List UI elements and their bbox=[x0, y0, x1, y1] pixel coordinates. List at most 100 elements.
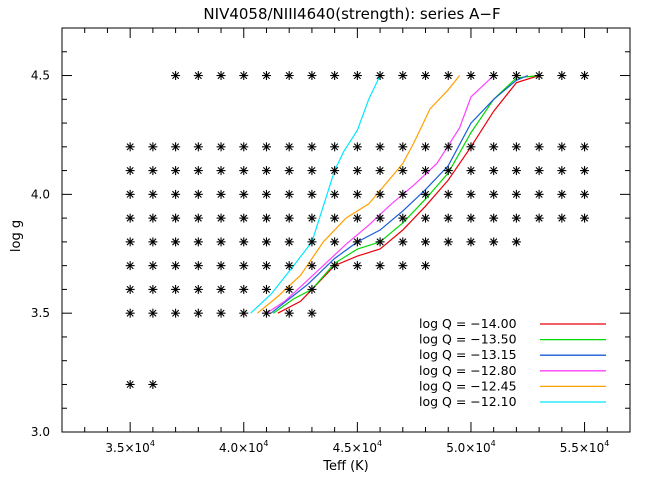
grid-point-marker bbox=[125, 142, 135, 152]
marker-stroke bbox=[149, 167, 157, 175]
series-line bbox=[257, 75, 461, 314]
chart-title: NIV4058/NIII4640(strength): series A−F bbox=[203, 5, 500, 23]
grid-point-marker bbox=[193, 261, 203, 271]
grid-point-marker bbox=[534, 71, 544, 81]
grid-point-marker bbox=[284, 166, 294, 176]
marker-stroke bbox=[126, 380, 134, 389]
y-axis-label: log g bbox=[9, 220, 24, 252]
marker-stroke bbox=[467, 238, 475, 246]
grid-point-marker bbox=[375, 261, 385, 271]
marker-stroke bbox=[262, 71, 271, 80]
grid-point-marker bbox=[466, 189, 476, 199]
marker-stroke bbox=[217, 167, 225, 175]
grid-point-marker bbox=[511, 237, 521, 247]
grid-point-marker bbox=[125, 189, 135, 199]
grid-point-marker bbox=[148, 189, 158, 199]
marker-stroke bbox=[308, 262, 316, 270]
x-tick-exponent: 4 bbox=[491, 439, 496, 448]
grid-point-marker bbox=[171, 142, 181, 152]
marker-stroke bbox=[558, 214, 566, 222]
grid-point-marker bbox=[421, 213, 431, 223]
marker-stroke bbox=[535, 143, 543, 151]
grid-point-marker bbox=[511, 71, 521, 81]
grid-point-marker bbox=[534, 166, 544, 176]
marker-stroke bbox=[331, 238, 339, 246]
marker-stroke bbox=[399, 167, 407, 175]
marker-stroke bbox=[285, 71, 293, 80]
marker-stroke bbox=[172, 71, 180, 80]
x-tick-label: 5.5×104 bbox=[560, 439, 610, 455]
marker-stroke bbox=[172, 167, 180, 175]
grid-point-marker bbox=[148, 166, 158, 176]
marker-stroke bbox=[240, 167, 248, 175]
grid-point-marker bbox=[261, 261, 271, 271]
grid-point-marker bbox=[398, 261, 408, 271]
marker-stroke bbox=[126, 238, 134, 246]
marker-stroke bbox=[580, 214, 589, 222]
grid-point-marker bbox=[511, 166, 521, 176]
grid-point-marker bbox=[489, 71, 499, 81]
grid-point-marker bbox=[330, 189, 340, 199]
marker-stroke bbox=[194, 190, 202, 198]
grid-point-marker bbox=[352, 142, 362, 152]
marker-stroke bbox=[194, 71, 202, 80]
grid-point-marker bbox=[307, 237, 317, 247]
grid-point-marker bbox=[398, 237, 408, 247]
marker-stroke bbox=[467, 167, 475, 175]
grid-point-marker bbox=[216, 261, 226, 271]
marker-stroke bbox=[444, 143, 452, 151]
marker-stroke bbox=[512, 214, 520, 222]
marker-stroke bbox=[217, 309, 225, 317]
grid-point-marker bbox=[239, 308, 249, 318]
grid-point-marker bbox=[216, 237, 226, 247]
marker-stroke bbox=[535, 214, 543, 222]
grid-point-marker bbox=[125, 261, 135, 271]
grid-point-marker bbox=[171, 261, 181, 271]
marker-stroke bbox=[240, 143, 248, 151]
grid-point-marker bbox=[330, 142, 340, 152]
grid-point-marker bbox=[148, 213, 158, 223]
marker-stroke bbox=[558, 71, 566, 80]
marker-stroke bbox=[285, 262, 293, 270]
marker-stroke bbox=[217, 71, 225, 80]
grid-point-marker bbox=[125, 237, 135, 247]
marker-stroke bbox=[490, 238, 498, 246]
marker-stroke bbox=[376, 71, 384, 80]
x-tick-label: 4.0×104 bbox=[219, 439, 269, 455]
x-tick-label: 3.5×104 bbox=[105, 439, 155, 455]
marker-stroke bbox=[217, 285, 225, 293]
grid-point-marker bbox=[489, 166, 499, 176]
marker-stroke bbox=[126, 167, 134, 175]
marker-stroke bbox=[149, 143, 157, 151]
marker-stroke bbox=[512, 71, 520, 80]
grid-point-marker bbox=[193, 213, 203, 223]
grid-point-marker bbox=[443, 166, 453, 176]
marker-stroke bbox=[217, 262, 225, 270]
grid-point-marker bbox=[216, 166, 226, 176]
marker-stroke bbox=[217, 143, 225, 151]
grid-point-marker bbox=[216, 71, 226, 81]
grid-point-marker bbox=[307, 308, 317, 318]
grid-point-marker bbox=[193, 308, 203, 318]
grid-point-marker bbox=[466, 142, 476, 152]
marker-stroke bbox=[262, 285, 271, 293]
grid-point-marker bbox=[216, 142, 226, 152]
grid-point-marker bbox=[443, 237, 453, 247]
marker-stroke bbox=[558, 190, 566, 198]
marker-stroke bbox=[308, 238, 316, 246]
grid-point-marker bbox=[443, 213, 453, 223]
grid-point-marker bbox=[125, 166, 135, 176]
marker-stroke bbox=[172, 262, 180, 270]
grid-point-marker bbox=[193, 189, 203, 199]
marker-stroke bbox=[331, 214, 339, 222]
legend-label: log Q = −12.10 bbox=[419, 394, 517, 409]
grid-point-marker bbox=[421, 189, 431, 199]
grid-point-marker bbox=[580, 142, 590, 152]
grid-point-marker bbox=[193, 284, 203, 294]
marker-stroke bbox=[262, 262, 271, 270]
grid-point-marker bbox=[284, 71, 294, 81]
marker-stroke bbox=[194, 167, 202, 175]
grid-point-marker bbox=[557, 189, 567, 199]
grid-point-marker bbox=[489, 237, 499, 247]
